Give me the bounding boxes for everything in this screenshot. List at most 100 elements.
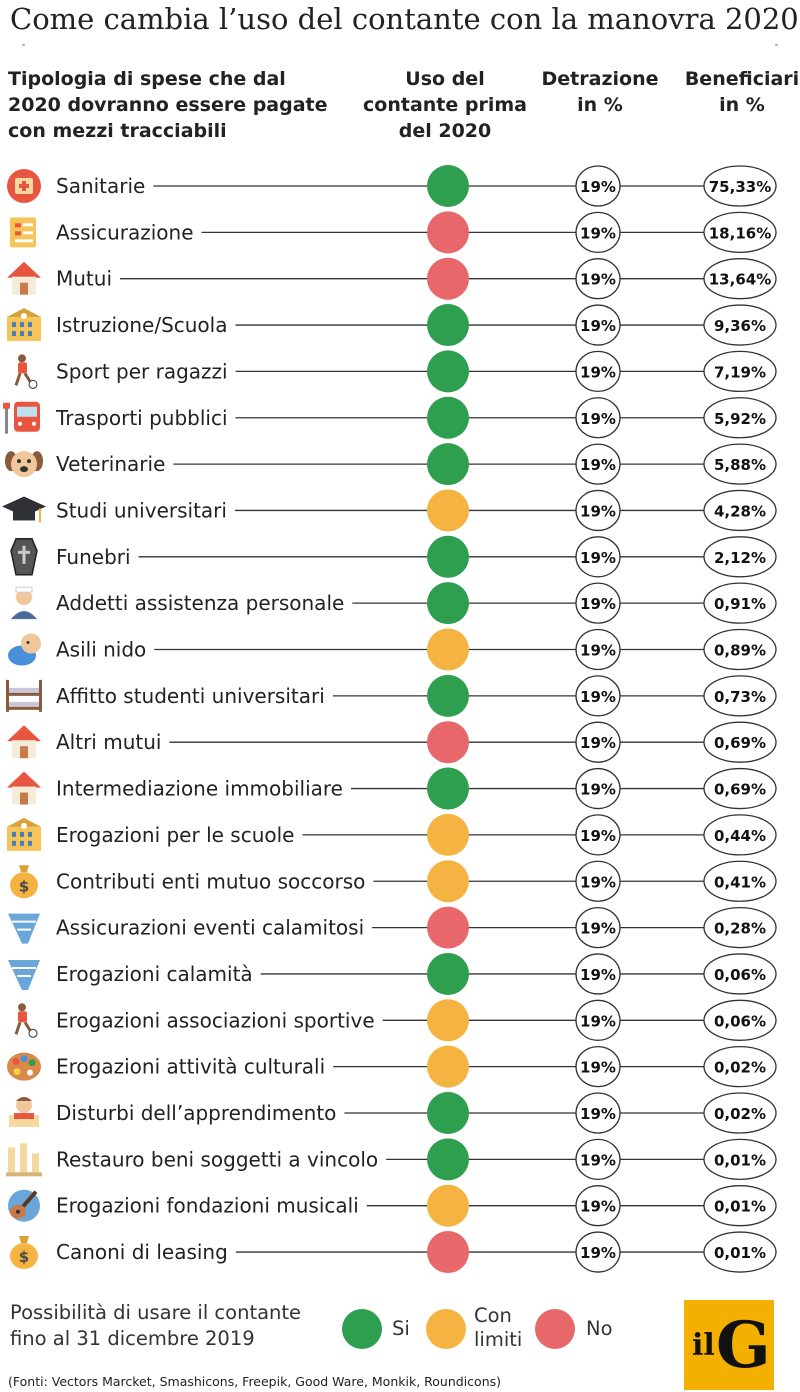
beneficiari-value: 13,64% bbox=[709, 271, 771, 289]
detrazione-badge bbox=[575, 1185, 621, 1227]
house-icon bbox=[7, 261, 41, 295]
beneficiari-value: 18,16% bbox=[709, 224, 771, 242]
detrazione-badge bbox=[575, 721, 621, 763]
row-label: Assicurazione bbox=[56, 220, 194, 244]
detrazione-value: 19% bbox=[580, 271, 616, 289]
beneficiari-badge bbox=[703, 1046, 777, 1088]
beneficiari-badge bbox=[703, 165, 777, 207]
house-icon bbox=[7, 725, 41, 759]
cash-status-dot bbox=[427, 1092, 469, 1134]
cash-status-dot bbox=[427, 257, 469, 300]
sources-note: (Fonti: Vectors Marcket, Smashicons, Fre… bbox=[8, 1374, 501, 1389]
beneficiari-value: 9,36% bbox=[714, 317, 766, 335]
detrazione-value: 19% bbox=[580, 1012, 616, 1030]
detrazione-badge bbox=[575, 767, 621, 810]
cash-status-dot bbox=[427, 211, 469, 254]
row-label: Erogazioni per le scuole bbox=[56, 823, 294, 847]
row-label: Trasporti pubblici bbox=[55, 406, 228, 430]
cash-status-dot bbox=[427, 1138, 469, 1181]
cash-status-dot bbox=[427, 813, 469, 856]
detrazione-value: 19% bbox=[580, 363, 616, 381]
detrazione-badge bbox=[575, 675, 621, 717]
row-label: Studi universitari bbox=[56, 498, 227, 522]
cash-status-dot bbox=[427, 906, 469, 949]
legend-con-limiti-label: Con limiti bbox=[474, 1304, 523, 1351]
cash-status-dot bbox=[427, 721, 469, 764]
graduation-cap-icon bbox=[2, 496, 46, 523]
beneficiari-badge bbox=[703, 350, 777, 393]
detrazione-badge bbox=[575, 953, 621, 995]
row-label: Sport per ragazzi bbox=[56, 359, 228, 383]
detrazione-value: 19% bbox=[580, 781, 616, 799]
beneficiari-badge bbox=[703, 304, 777, 346]
beneficiari-badge bbox=[703, 489, 777, 532]
beneficiari-badge bbox=[703, 906, 777, 949]
beneficiari-badge bbox=[703, 258, 777, 300]
cash-status-dot bbox=[427, 443, 469, 486]
table-chart: Sanitarie 19% 75,33% Assicurazione 19% 18,16%… bbox=[2, 165, 777, 1274]
row-label: Funebri bbox=[56, 545, 131, 569]
detrazione-value: 19% bbox=[580, 688, 616, 706]
detrazione-badge bbox=[575, 211, 621, 254]
beneficiari-badge bbox=[703, 953, 777, 995]
detrazione-value: 19% bbox=[580, 920, 616, 938]
house-icon bbox=[7, 771, 41, 805]
bunk-bed-icon bbox=[6, 679, 42, 712]
header-beneficiari: Beneficiari in % bbox=[684, 68, 800, 116]
detrazione-badge bbox=[575, 165, 621, 207]
beneficiari-badge bbox=[703, 211, 777, 254]
cash-status-dot bbox=[427, 535, 469, 578]
coffin-icon bbox=[10, 538, 38, 576]
detrazione-badge bbox=[575, 1231, 621, 1273]
beneficiari-value: 0,02% bbox=[714, 1059, 766, 1077]
row-label: Affitto studenti universitari bbox=[56, 684, 325, 708]
row-label: Veterinarie bbox=[56, 452, 165, 476]
baby-icon bbox=[8, 633, 41, 666]
detrazione-badge bbox=[575, 489, 621, 532]
beneficiari-badge bbox=[703, 1092, 777, 1134]
beneficiari-value: 5,92% bbox=[714, 410, 766, 428]
header-detrazione: Detrazione in % bbox=[541, 68, 659, 116]
detrazione-badge bbox=[575, 582, 621, 624]
beneficiari-badge bbox=[703, 536, 777, 578]
header-tipologia: Tipologia di spese che dal 2020 dovranno… bbox=[8, 68, 328, 142]
beneficiari-value: 0,06% bbox=[714, 966, 766, 984]
beneficiari-badge bbox=[703, 443, 777, 485]
beneficiari-badge bbox=[703, 1231, 777, 1273]
nurse-icon bbox=[11, 586, 37, 620]
beneficiari-value: 75,33% bbox=[709, 178, 771, 196]
cash-status-dot bbox=[427, 165, 469, 207]
beneficiari-value: 0,01% bbox=[714, 1151, 766, 1169]
detrazione-value: 19% bbox=[580, 549, 616, 567]
beneficiari-badge bbox=[703, 675, 777, 717]
cash-status-dot bbox=[427, 860, 469, 903]
beneficiari-badge bbox=[703, 999, 777, 1041]
detrazione-value: 19% bbox=[580, 1059, 616, 1077]
beneficiari-badge bbox=[703, 814, 777, 856]
cash-status-dot bbox=[427, 582, 469, 625]
legend-si-dot bbox=[342, 1309, 382, 1349]
legend-note: Possibilità di usare il contante fino al… bbox=[10, 1301, 302, 1350]
page-title: Come cambia l’uso del contante con la ma… bbox=[10, 2, 799, 36]
row-label: Contributi enti mutuo soccorso bbox=[56, 869, 365, 893]
detrazione-badge bbox=[575, 443, 621, 485]
cash-status-dot bbox=[427, 304, 469, 347]
beneficiari-badge bbox=[703, 721, 777, 763]
detrazione-value: 19% bbox=[580, 1151, 616, 1169]
detrazione-value: 19% bbox=[580, 595, 616, 613]
row-label: Intermediazione immobiliare bbox=[56, 777, 343, 801]
legend-no-dot bbox=[535, 1309, 575, 1349]
detrazione-badge bbox=[575, 999, 621, 1041]
beneficiari-value: 2,12% bbox=[714, 549, 766, 567]
detrazione-badge bbox=[575, 628, 621, 671]
ilg-logo: il G bbox=[684, 1300, 774, 1390]
paint-palette-icon bbox=[7, 1052, 41, 1081]
detrazione-value: 19% bbox=[580, 1198, 616, 1216]
detrazione-badge bbox=[575, 814, 621, 856]
ruined-columns-icon bbox=[6, 1143, 42, 1177]
detrazione-value: 19% bbox=[580, 734, 616, 752]
cash-status-dot bbox=[427, 674, 469, 717]
detrazione-value: 19% bbox=[580, 456, 616, 474]
svg-text:$: $ bbox=[19, 877, 29, 895]
soccer-player-icon bbox=[14, 1003, 38, 1038]
